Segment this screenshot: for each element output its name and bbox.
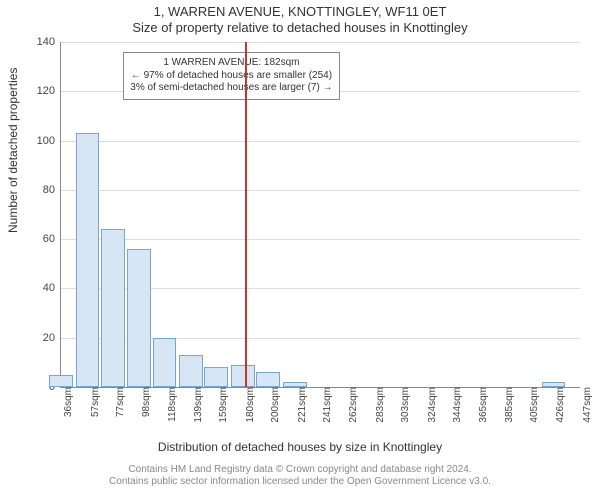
gridline	[61, 42, 580, 43]
y-tick-label: 20	[43, 332, 61, 344]
footer-line2: Contains public sector information licen…	[0, 476, 600, 488]
x-tick-label: 36sqm	[61, 387, 74, 417]
x-tick-label: 159sqm	[216, 387, 229, 423]
y-axis-label: Number of detached properties	[6, 68, 20, 233]
y-tick-label: 60	[43, 233, 61, 245]
histogram-bar	[153, 338, 177, 387]
histogram-plot: 1 WARREN AVENUE: 182sqm ← 97% of detache…	[60, 42, 580, 388]
y-tick-label: 140	[37, 36, 61, 48]
x-tick-label: 180sqm	[243, 387, 256, 423]
chart-title-line2: Size of property relative to detached ho…	[0, 20, 600, 35]
x-tick-label: 139sqm	[191, 387, 204, 423]
x-tick-label: 57sqm	[88, 387, 101, 417]
gridline	[61, 190, 580, 191]
x-tick-label: 365sqm	[476, 387, 489, 423]
x-tick-label: 344sqm	[450, 387, 463, 423]
x-tick-label: 77sqm	[113, 387, 126, 417]
x-tick-label: 98sqm	[139, 387, 152, 417]
histogram-bar	[76, 133, 100, 387]
x-tick-label: 303sqm	[398, 387, 411, 423]
histogram-bar	[179, 355, 203, 387]
x-tick-label: 221sqm	[295, 387, 308, 423]
annotation-line2: ← 97% of detached houses are smaller (25…	[130, 70, 332, 83]
y-tick-label: 80	[43, 184, 61, 196]
x-tick-label: 262sqm	[346, 387, 359, 423]
x-tick-label: 447sqm	[580, 387, 593, 423]
x-tick-label: 405sqm	[527, 387, 540, 423]
x-tick-label: 200sqm	[268, 387, 281, 423]
histogram-bar	[256, 372, 280, 387]
marker-line	[245, 42, 247, 387]
y-tick-label: 120	[37, 85, 61, 97]
gridline	[61, 239, 580, 240]
histogram-bar	[231, 365, 255, 387]
x-axis-label: Distribution of detached houses by size …	[0, 440, 600, 454]
y-tick-label: 40	[43, 282, 61, 294]
x-tick-label: 118sqm	[165, 387, 178, 422]
x-tick-label: 324sqm	[425, 387, 438, 423]
histogram-bar	[49, 375, 73, 387]
y-tick-label: 100	[37, 135, 61, 147]
annotation-box: 1 WARREN AVENUE: 182sqm ← 97% of detache…	[123, 52, 339, 100]
gridline	[61, 141, 580, 142]
histogram-bar	[127, 249, 151, 387]
histogram-bar	[204, 367, 228, 387]
footer: Contains HM Land Registry data © Crown c…	[0, 464, 600, 488]
x-tick-label: 426sqm	[553, 387, 566, 423]
annotation-line3: 3% of semi-detached houses are larger (7…	[130, 82, 332, 95]
histogram-bar	[101, 229, 125, 387]
x-tick-label: 283sqm	[373, 387, 386, 423]
x-tick-label: 241sqm	[320, 387, 333, 423]
chart-title-line1: 1, WARREN AVENUE, KNOTTINGLEY, WF11 0ET	[0, 4, 600, 19]
x-tick-label: 385sqm	[502, 387, 515, 423]
footer-line1: Contains HM Land Registry data © Crown c…	[0, 464, 600, 476]
annotation-line1: 1 WARREN AVENUE: 182sqm	[130, 57, 332, 70]
